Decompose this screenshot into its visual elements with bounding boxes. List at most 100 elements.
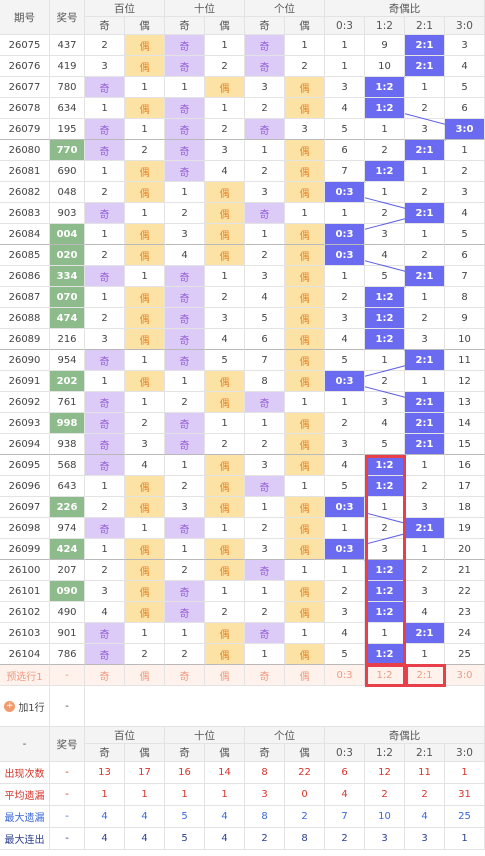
stat-value: 0 [285, 784, 325, 806]
miss-count: 1 [325, 266, 365, 287]
number: 903 [50, 203, 85, 224]
stat-value: 2 [245, 828, 285, 850]
miss-count: 1 [125, 623, 165, 644]
hit-cell: 0:3 [325, 245, 365, 266]
number: 770 [50, 140, 85, 161]
miss-count: 2 [205, 602, 245, 623]
hit-cell: 奇 [165, 35, 205, 56]
preview-cell[interactable]: 奇 [245, 665, 285, 686]
miss-count: 3 [405, 497, 445, 518]
hit-cell: 奇 [245, 56, 285, 77]
hit-cell: 1:2 [365, 77, 405, 98]
miss-count: 1 [85, 287, 125, 308]
hit-cell: 奇 [165, 308, 205, 329]
stat-value: 6 [325, 762, 365, 784]
hit-cell: 奇 [165, 602, 205, 623]
hit-cell: 偶 [125, 224, 165, 245]
stat-value: 2 [365, 784, 405, 806]
hit-cell: 2:1 [405, 350, 445, 371]
issue: 26097 [0, 497, 50, 518]
preview-cell[interactable]: 偶 [285, 665, 325, 686]
miss-count: 1 [325, 392, 365, 413]
group-header: 百位 [85, 727, 165, 744]
stat-value: 4 [85, 828, 125, 850]
miss-count: 3 [365, 392, 405, 413]
miss-count: 1 [165, 182, 205, 203]
stat-value: - [50, 806, 85, 828]
sub-header: 3:0 [445, 744, 485, 762]
hit-cell: 奇 [85, 266, 125, 287]
miss-count: 1 [205, 581, 245, 602]
miss-count: 3 [85, 581, 125, 602]
hit-cell: 奇 [245, 476, 285, 497]
miss-count: 3 [405, 329, 445, 350]
miss-count: 1 [405, 287, 445, 308]
issue: 26083 [0, 203, 50, 224]
hit-cell: 偶 [125, 602, 165, 623]
miss-count: 7 [245, 350, 285, 371]
hit-cell: 奇 [245, 560, 285, 581]
miss-count: 1 [165, 623, 205, 644]
number: 634 [50, 98, 85, 119]
issue: 26080 [0, 140, 50, 161]
miss-count: 1 [405, 455, 445, 476]
miss-count: 2 [245, 98, 285, 119]
hit-cell: 奇 [165, 434, 205, 455]
add-row[interactable]: + 加1行 [0, 686, 50, 727]
sub-header: 奇 [245, 17, 285, 35]
hit-cell: 奇 [245, 119, 285, 140]
issue: 26086 [0, 266, 50, 287]
hit-cell: 偶 [285, 581, 325, 602]
hit-cell: 0:3 [325, 497, 365, 518]
number: 643 [50, 476, 85, 497]
preview-label: 预选行1 [0, 665, 50, 686]
miss-count: 2 [205, 119, 245, 140]
miss-count: 4 [325, 98, 365, 119]
add-number: - [50, 686, 85, 727]
add-label[interactable]: 加1行 [18, 702, 45, 714]
miss-count: 4 [205, 329, 245, 350]
stat-label: 最大连出 [0, 828, 50, 850]
hit-cell: 偶 [125, 476, 165, 497]
hit-cell: 偶 [205, 245, 245, 266]
miss-count: 2 [85, 308, 125, 329]
preview-cell[interactable]: 奇 [85, 665, 125, 686]
miss-count: 4 [125, 455, 165, 476]
miss-count: 1 [125, 119, 165, 140]
miss-count: 2 [85, 35, 125, 56]
miss-count: 4 [325, 329, 365, 350]
hit-cell: 0:3 [325, 539, 365, 560]
miss-count: 1 [125, 203, 165, 224]
preview-cell[interactable]: 偶 [205, 665, 245, 686]
miss-count: 1 [165, 371, 205, 392]
number: 207 [50, 560, 85, 581]
hit-cell: 偶 [285, 140, 325, 161]
group-header: 十位 [165, 0, 245, 17]
miss-count: 1 [405, 371, 445, 392]
miss-count: 2 [405, 560, 445, 581]
hit-cell: 2:1 [405, 203, 445, 224]
miss-count: 5 [325, 119, 365, 140]
hit-cell: 2:1 [405, 392, 445, 413]
issue: 26078 [0, 98, 50, 119]
group-header: 个位 [245, 727, 325, 744]
stat-value: 4 [125, 806, 165, 828]
miss-count: 6 [325, 140, 365, 161]
hit-cell: 奇 [165, 140, 205, 161]
miss-count: 1 [325, 560, 365, 581]
miss-count: 2 [245, 161, 285, 182]
hit-cell: 奇 [85, 623, 125, 644]
miss-count: 1 [165, 455, 205, 476]
stat-value: 4 [205, 828, 245, 850]
sub-header: 奇 [165, 744, 205, 762]
preview-cell[interactable]: 奇 [165, 665, 205, 686]
preview-cell[interactable]: 偶 [125, 665, 165, 686]
preview-cell[interactable]: 0:3 [325, 665, 365, 686]
miss-count: 4 [325, 455, 365, 476]
hit-cell: 2:1 [405, 140, 445, 161]
stat-value: 13 [85, 762, 125, 784]
stat-value: 4 [125, 828, 165, 850]
miss-count: 1 [285, 203, 325, 224]
miss-count: 4 [325, 623, 365, 644]
stat-value: 4 [325, 784, 365, 806]
